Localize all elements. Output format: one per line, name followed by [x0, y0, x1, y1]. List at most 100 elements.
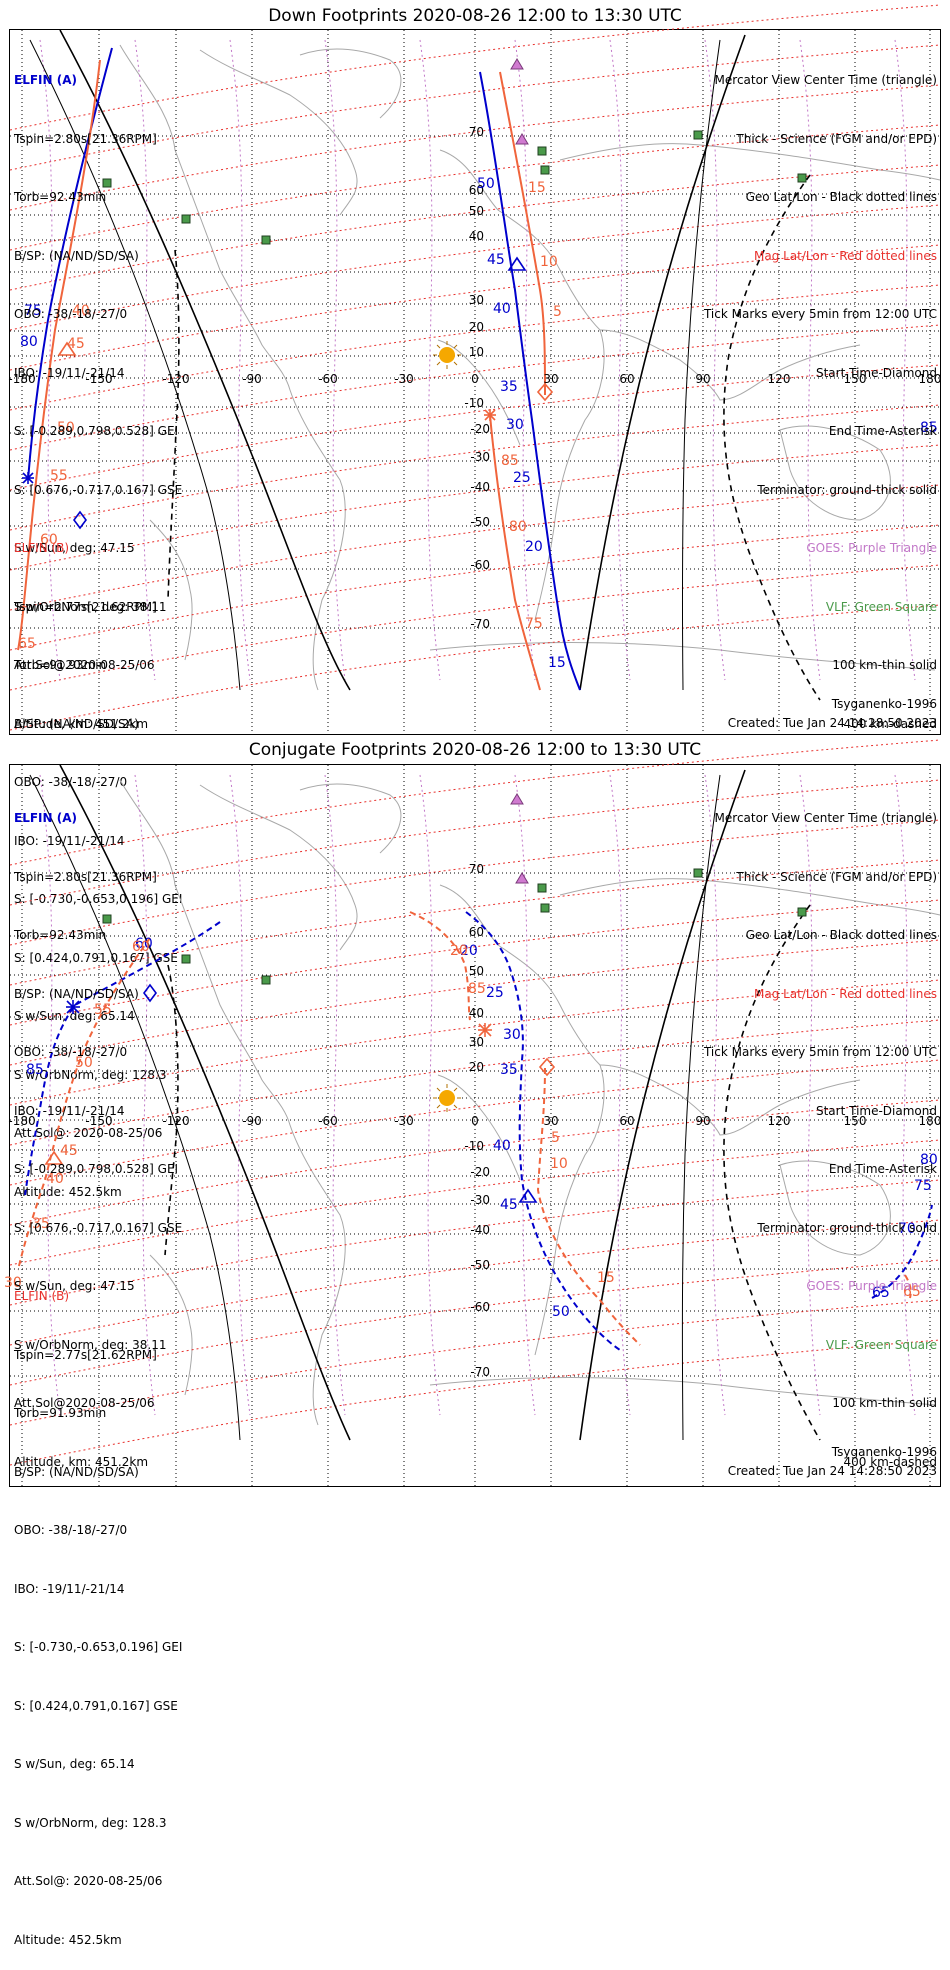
legend-line: Geo Lat/Lon - Black dotted lines — [745, 190, 937, 204]
legend-line: VLF: Green Square — [825, 1337, 937, 1352]
elfin-b-line: IBO: -19/11/-21/14 — [14, 1581, 125, 1596]
mag-lon-line — [704, 774, 726, 1416]
legend-line: Tick Marks every 5min from 12:00 UTC — [703, 307, 937, 321]
legend-line: GOES: Purple Triangle — [806, 541, 937, 555]
vlf-square-icon — [261, 975, 271, 985]
track-markers-conjugate — [44, 983, 556, 1203]
lon-tick-label: -60 — [318, 1114, 338, 1128]
track-time-label: 50 — [552, 1304, 570, 1320]
elfin-b-line: Altitude: 452.5km — [14, 1932, 122, 1947]
legend-line: End Time-Asterisk — [828, 1162, 937, 1176]
goes-triangle-icon — [515, 133, 529, 145]
elfin-b-info-conjugate: ELFIN (B) Tspin=2.77s[21.62RPM] Torb=91.… — [14, 1248, 182, 1970]
lat-tick-label: -50 — [470, 515, 490, 529]
track-time-label: 35 — [32, 1216, 50, 1232]
track-time-label: 60 — [40, 532, 58, 548]
start-diamond-b-down — [536, 382, 554, 402]
vlf-squares-conjugate — [102, 868, 807, 985]
lon-tick-label: 120 — [768, 1114, 791, 1128]
lat-tick-label: -10 — [464, 396, 484, 410]
lat-tick-label: 50 — [469, 964, 484, 978]
track-time-label: 75 — [914, 1178, 932, 1194]
start-diamond-b-conj — [538, 1057, 556, 1077]
track-time-label: 65 — [903, 1284, 921, 1300]
start-diamond-a-down — [73, 510, 87, 530]
mag-lon-line — [799, 39, 821, 681]
track-time-label: 40 — [493, 301, 511, 317]
elfin-a-line: OBO: -38/-18/-27/0 — [14, 1045, 128, 1059]
elfin-a-line: B/SP: (NA/ND/SD/SA) — [14, 986, 139, 1001]
track-time-label: 65 — [18, 636, 36, 652]
lon-tick-label: -30 — [394, 372, 414, 386]
vlf-square-icon — [693, 868, 703, 878]
mag-lon-line — [799, 774, 821, 1416]
terminator-conjugate — [29, 764, 821, 1441]
legend-line: Mag Lat/Lon - Red dotted lines — [753, 248, 937, 263]
track-time-label: 25 — [486, 985, 504, 1001]
track-time-label: 10 — [550, 1156, 568, 1172]
mag-lon-line — [134, 774, 156, 1416]
mag-grid-conjugate — [9, 739, 941, 1466]
goes-triangle-icon — [510, 58, 524, 70]
mag-lon-line — [514, 39, 536, 681]
legend-conjugate: Mercator View Center Time (triangle) Thi… — [704, 770, 937, 1492]
vlf-square-icon — [540, 165, 550, 175]
elfin-b-line: B/SP: (NA/ND/SD/SA) — [14, 1464, 139, 1479]
track-a-labels-down: 15 20 25 30 35 40 45 50 80 75 85 — [20, 176, 938, 671]
mag-lat-line — [9, 444, 941, 571]
elfin-a-header: ELFIN (A) — [14, 73, 77, 87]
track-time-label: 30 — [503, 1027, 521, 1043]
mag-lon-line — [704, 39, 726, 681]
mag-lon-line — [39, 39, 61, 681]
center-triangle-a-conj — [518, 1188, 538, 1203]
track-time-label: 35 — [500, 379, 518, 395]
coastlines-conjugate — [119, 779, 941, 1426]
track-time-label: 20 — [450, 943, 468, 959]
mag-lat-line — [9, 1059, 941, 1186]
track-time-label: 30 — [4, 1275, 22, 1291]
center-triangle-b-down — [57, 341, 77, 356]
legend-line: Geo Lat/Lon - Black dotted lines — [745, 928, 937, 942]
lon-tick-label: 30 — [543, 372, 558, 386]
lon-tick-label: -150 — [85, 1114, 112, 1128]
track-time-label: 50 — [57, 420, 75, 436]
end-asterisk-a-down — [22, 472, 34, 484]
elfin-a-info-conjugate: ELFIN (A) Tspin=2.80s[21.36RPM] Torb=92.… — [14, 770, 182, 1492]
track-time-label: 55 — [50, 468, 68, 484]
start-diamond-a-conj — [143, 983, 157, 1003]
mag-lon-line — [39, 774, 61, 1416]
mag-lat-line — [9, 4, 941, 131]
coastlines-down — [119, 44, 941, 691]
mag-lon-line — [419, 774, 441, 1416]
end-asterisk-a-conj — [66, 1000, 80, 1014]
lon-tick-label: -150 — [85, 372, 112, 386]
mag-lat-line — [9, 899, 941, 1026]
mag-lat-line — [9, 564, 941, 691]
lat-tick-label: 20 — [469, 320, 484, 334]
vlf-square-icon — [540, 903, 550, 913]
map-frame-conjugate — [9, 764, 941, 1487]
elfin-b-line: Att.Sol@: 2020-08-25/06 — [14, 1874, 163, 1888]
lat-tick-label: -40 — [470, 1223, 490, 1237]
legend-line: Start Time-Diamond — [815, 365, 937, 380]
track-time-label: 75 — [525, 616, 543, 632]
elfin-b-info-down: ELFIN (B) Tspin=2.77s[21.62RPM] Torb=91.… — [14, 500, 182, 1222]
elfin-b-header: ELFIN (B) — [14, 1289, 70, 1303]
sun-icon-conjugate — [433, 1084, 461, 1112]
lat-tick-label: 70 — [469, 862, 484, 876]
goes-triangle-icon — [510, 793, 524, 805]
elfin-a-line: S: [0.676,-0.717,0.167] GSE — [14, 482, 183, 497]
mag-lon-line — [514, 774, 536, 1416]
track-time-label: 5 — [551, 1130, 560, 1146]
model-label-conjugate: Tsyganenko-1996 — [831, 1445, 937, 1459]
lon-axis-down: -180 -150 -120 -90 -60 -30 0 30 60 90 12… — [8, 372, 941, 386]
track-time-label: 70 — [898, 1221, 916, 1237]
lat-tick-label: -20 — [470, 1165, 490, 1179]
track-time-label: 45 — [487, 252, 505, 268]
geo-grid-conjugate — [10, 765, 940, 1486]
track-b-labels-down: 5 10 15 85 80 75 40 45 50 55 60 65 — [18, 180, 562, 652]
elfin-a-line: Altitude, km: 451.2km — [14, 1454, 149, 1469]
footprint-map-conjugate: -180 -150 -120 -90 -60 -30 0 30 60 90 12… — [4, 739, 941, 1486]
track-time-label: 80 — [20, 334, 38, 350]
mag-lat-line — [9, 44, 941, 171]
